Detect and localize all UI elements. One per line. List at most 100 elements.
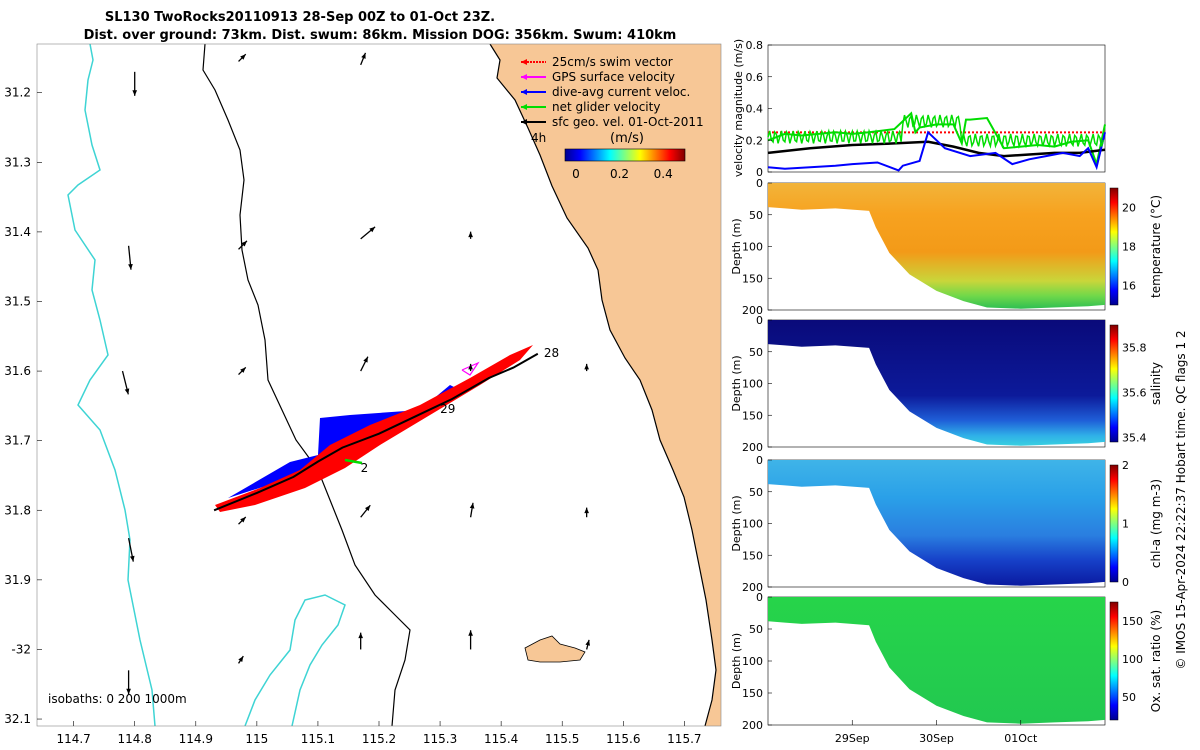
time-tick-label: 30Sep (919, 732, 954, 745)
geo-velocity-arrow (468, 231, 473, 239)
net-glider-velocity-marker (344, 458, 363, 465)
map-y-tick-label: 31.4 (4, 225, 31, 239)
isobath-1000m (67, 44, 346, 726)
section-y-tick-label: 100 (742, 241, 763, 254)
legend-4h: 4h (531, 131, 546, 145)
speed-colorbar-ticks: 0 0.2 0.4 (572, 167, 673, 181)
geo-velocity-arrow (358, 632, 364, 650)
geo-velocity-arrow (127, 537, 135, 562)
geo-velocity-arrow (360, 504, 371, 518)
velocity-y-tick-label: 0.6 (746, 71, 764, 84)
geo-velocity-arrow (238, 516, 247, 525)
map-panel: 114.7 114.8 114.9 115 115.1 115.2 115.3 115.4 11… (4, 43, 722, 746)
section-y-tick-label: 100 (742, 378, 763, 391)
section-y-tick-label: 0 (756, 454, 763, 467)
section-y-tick-label: 0 (756, 177, 763, 190)
net-track-line (213, 352, 539, 512)
colorbar-tick-label: 0.4 (654, 167, 673, 181)
section-y-tick-label: 150 (742, 687, 763, 700)
section-field (768, 320, 1105, 446)
geo-velocity-arrow (360, 52, 367, 66)
velocity-series-line (767, 111, 1106, 168)
section-colorbar-label: Ox. sat. ratio (%) (1149, 610, 1163, 712)
section-y-tick-label: 100 (742, 518, 763, 531)
velocity-y-tick-label: 0 (756, 166, 763, 179)
section-field (768, 183, 1105, 309)
section-chl-a: 0 50 100 150 200 Depth (m) 0 1 2 chl-a (mg m-3) (730, 454, 1163, 594)
land-area (490, 44, 721, 726)
net-glider-oscillation (767, 114, 1105, 149)
legend-item: sfc geo. vel. 01-Oct-2011 (521, 115, 704, 129)
map-x-tick-label: 115.4 (484, 732, 518, 746)
map-y-tick-label: -32 (11, 642, 31, 656)
geo-velocity-arrow (585, 639, 590, 650)
section-y-tick-label: 150 (742, 272, 763, 285)
map-x-tick-label: 115 (245, 732, 268, 746)
map-x-tick-label: 115.3 (423, 732, 457, 746)
geo-velocity-arrow (469, 502, 475, 518)
section-colorbar (1109, 187, 1119, 306)
map-y-tick-label: 31.6 (4, 364, 31, 378)
swim-vector-swath (215, 345, 533, 512)
section-colorbar-tick: 35.4 (1122, 432, 1147, 445)
section-colorbar-label: temperature (°C) (1149, 195, 1163, 298)
day-label: 29 (440, 402, 455, 416)
day-labels: 28 29 2 (361, 346, 559, 475)
colorbar-unit-label: (m/s) (610, 131, 644, 146)
velocity-series (767, 111, 1106, 172)
section-y-tick-label: 200 (742, 441, 763, 454)
section-colorbar-tick: 150 (1122, 615, 1143, 628)
section-field (768, 597, 1105, 724)
section-salinity: 0 50 100 150 200 Depth (m) 35.4 35.6 35.8salinit… (730, 314, 1163, 454)
map-y-ticks: 31.2 31.3 31.4 31.5 31.6 31.7 31.8 31.9 -32 32.1 (4, 86, 42, 726)
velocity-y-tick-label: 0.2 (746, 134, 764, 147)
section-ylabel: Depth (m) (730, 218, 743, 274)
legend-item: 25cm/s swim vector (521, 55, 673, 69)
day-label: 2 (361, 461, 369, 475)
section-y-tick-label: 50 (749, 486, 763, 499)
geo-velocity-arrow (468, 630, 473, 650)
geo-velocity-arrow (132, 71, 138, 96)
map-x-tick-label: 114.7 (56, 732, 90, 746)
section-oxygen: 0 50 100 150 200 Depth (m) 50 100 150 Ox. sat. ra… (730, 591, 1163, 732)
map-x-tick-label: 115.7 (667, 732, 701, 746)
island (524, 635, 586, 663)
section-colorbar-tick: 0 (1122, 576, 1129, 589)
time-tick-label: 01Oct (1004, 732, 1038, 745)
geo-vectors (121, 52, 590, 695)
geo-velocity-arrow (238, 53, 247, 62)
section-colorbar-tick: 2 (1122, 459, 1129, 472)
colorbar-tick-label: 0 (572, 167, 580, 181)
map-x-tick-label: 115.2 (362, 732, 396, 746)
section-ylabel: Depth (m) (730, 495, 743, 551)
map-y-tick-label: 31.9 (4, 573, 31, 587)
section-colorbar-tick: 50 (1122, 691, 1136, 704)
glider-track (213, 345, 539, 512)
section-y-tick-label: 200 (742, 719, 763, 732)
geo-velocity-arrow (126, 670, 131, 695)
map-y-tick-label: 31.2 (4, 86, 31, 100)
map-x-ticks: 114.7 114.8 114.9 115 115.1 115.2 115.3 115.4 11… (56, 721, 702, 746)
section-y-tick-label: 200 (742, 581, 763, 594)
section-colorbar-tick: 35.6 (1122, 387, 1147, 400)
map-y-tick-label: 31.3 (4, 155, 31, 169)
geo-velocity-arrow (238, 366, 247, 376)
legend-label: 25cm/s swim vector (552, 55, 673, 69)
geo-velocity-arrow (121, 370, 130, 395)
velocity-axes (767, 44, 1106, 173)
section-y-tick-label: 100 (742, 655, 763, 668)
coastline (489, 44, 717, 726)
legend-item: GPS surface velocity (521, 70, 675, 84)
velocity-y-tick-label: 0.8 (746, 39, 764, 52)
isobaths-label: isobaths: 0 200 1000m (48, 692, 187, 706)
section-field (768, 460, 1105, 586)
colorbar-tick-label: 0.2 (610, 167, 629, 181)
legend-item: dive-avg current veloc. (521, 85, 690, 99)
legend-label: net glider velocity (552, 100, 660, 114)
map-x-tick-label: 115.6 (606, 732, 640, 746)
map-x-tick-label: 115.5 (545, 732, 579, 746)
velocity-y-tick-label: 0.4 (746, 103, 764, 116)
